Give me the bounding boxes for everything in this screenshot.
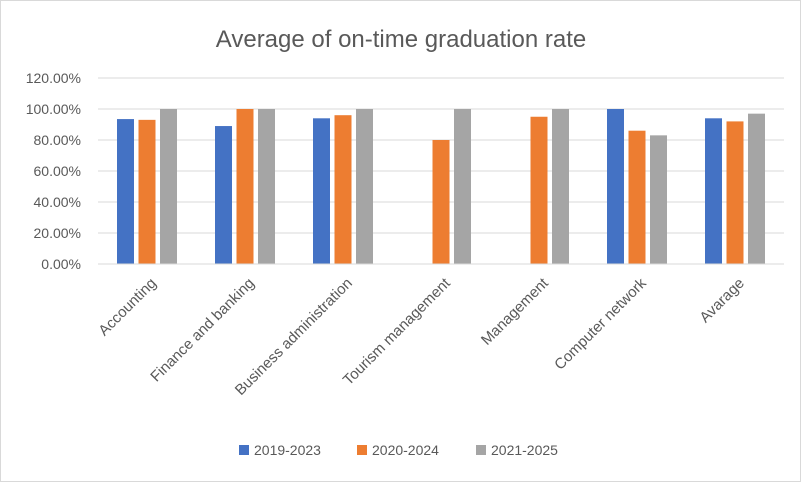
bar-2020-2024-finance-and-banking	[236, 109, 254, 264]
legend-swatch	[476, 445, 486, 455]
bar-2020-2024-avarage	[726, 121, 744, 265]
y-tick-label: 20.00%	[34, 225, 81, 241]
y-tick-label: 60.00%	[34, 163, 81, 179]
bar-2020-2024-business-administration	[334, 115, 352, 264]
bar-2021-2025-finance-and-banking	[258, 109, 275, 264]
x-tick-label: Computer network	[551, 274, 650, 373]
bar-2021-2025-management	[552, 109, 569, 264]
legend-swatch	[357, 445, 367, 455]
bar-2020-2024-accounting	[138, 119, 156, 264]
x-tick-label: Management	[478, 274, 553, 349]
bar-2020-2024-management	[530, 116, 548, 264]
x-tick-label: Accounting	[95, 275, 160, 340]
bar-2019-2023-accounting	[117, 119, 134, 264]
legend: 2019-2023 2020-2024 2021-2025	[239, 442, 558, 458]
y-tick-label: 0.00%	[41, 256, 81, 272]
bar-2021-2025-business-administration	[356, 109, 373, 264]
x-tick-label: Finance and banking	[147, 275, 258, 386]
y-tick-label: 80.00%	[34, 132, 81, 148]
bar-2020-2024-tourism-management	[432, 140, 450, 264]
bar-2019-2023-business-administration	[313, 118, 330, 264]
bar-2019-2023-finance-and-banking	[215, 126, 232, 264]
y-axis-tick-labels: 0.00% 20.00% 40.00% 60.00% 80.00% 100.00% 120.…	[26, 70, 81, 272]
bar-2021-2025-tourism-management	[454, 109, 471, 264]
x-tick-label: Avarage	[696, 275, 747, 326]
bar-2021-2025-avarage	[748, 113, 765, 265]
chart-title: Average of on-time graduation rate	[216, 26, 586, 53]
bar-2019-2023-computer-network	[607, 109, 624, 264]
legend-label: 2021-2025	[491, 442, 558, 458]
y-tick-label: 100.00%	[26, 101, 81, 117]
bar-2019-2023-avarage	[705, 118, 722, 264]
legend-label: 2019-2023	[254, 442, 321, 458]
bars	[117, 109, 765, 265]
legend-label: 2020-2024	[372, 442, 439, 458]
bar-2021-2025-computer-network	[650, 135, 667, 264]
bar-2021-2025-accounting	[160, 109, 177, 264]
x-tick-label: Tourism management	[340, 274, 455, 389]
y-tick-label: 120.00%	[26, 70, 81, 86]
legend-swatch	[239, 445, 249, 455]
y-tick-label: 40.00%	[34, 194, 81, 210]
bar-2020-2024-computer-network	[628, 130, 646, 264]
